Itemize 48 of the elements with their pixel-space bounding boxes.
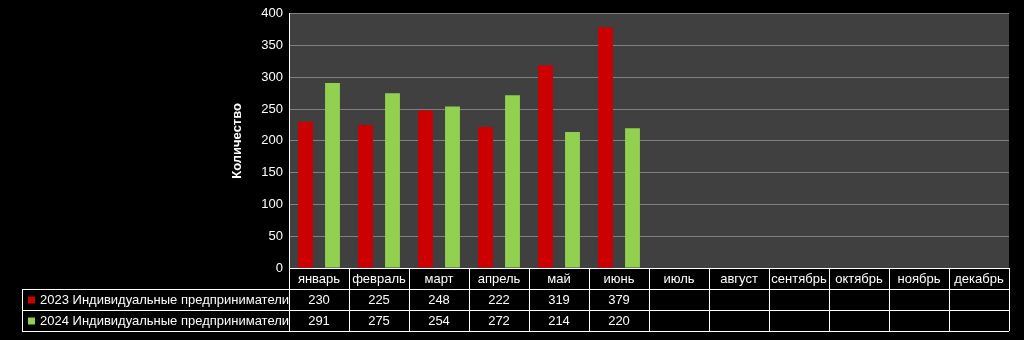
bar bbox=[625, 128, 640, 268]
x-tick-label: октябрь bbox=[835, 271, 883, 287]
data-label: 319 bbox=[548, 292, 570, 308]
bar bbox=[598, 27, 613, 268]
data-label: 225 bbox=[368, 292, 390, 308]
bar bbox=[538, 65, 553, 268]
x-tick-label: январь bbox=[297, 271, 341, 287]
bar bbox=[565, 132, 580, 268]
y-tick-label: 50 bbox=[268, 227, 283, 243]
data-label: 379 bbox=[608, 292, 630, 308]
bar bbox=[325, 83, 340, 268]
data-label: 230 bbox=[308, 292, 330, 308]
data-label: 222 bbox=[488, 292, 510, 308]
legend-label: 2023 Индивидуальные предприниматели bbox=[40, 292, 290, 308]
y-tick-label: 400 bbox=[261, 5, 283, 21]
y-tick-label: 200 bbox=[261, 132, 283, 148]
x-tick-label: июнь bbox=[603, 271, 635, 287]
x-tick-label: сентябрь bbox=[771, 271, 827, 287]
bar bbox=[505, 95, 520, 268]
y-tick-label: 150 bbox=[261, 164, 283, 180]
y-tick-label: 300 bbox=[261, 68, 283, 84]
x-tick-label: декабрь bbox=[954, 271, 1004, 287]
x-tick-label: март bbox=[424, 271, 454, 287]
bar bbox=[385, 93, 400, 268]
bar bbox=[478, 126, 493, 268]
y-tick-label: 350 bbox=[261, 37, 283, 53]
x-tick-label: апрель bbox=[477, 271, 521, 287]
data-label: 275 bbox=[368, 313, 390, 329]
bar bbox=[445, 106, 460, 268]
data-label: 248 bbox=[428, 292, 450, 308]
x-tick-label: февраль bbox=[352, 271, 407, 287]
y-tick-label: 250 bbox=[261, 100, 283, 116]
legend-label: 2024 Индивидуальные предприниматели bbox=[40, 313, 290, 329]
data-label: 291 bbox=[308, 313, 330, 329]
x-tick-label: июль bbox=[663, 271, 695, 287]
data-label: 220 bbox=[608, 313, 630, 329]
data-label: 254 bbox=[428, 313, 450, 329]
y-axis-title: Количество bbox=[228, 102, 244, 179]
data-label: 214 bbox=[548, 313, 570, 329]
x-tick-label: май bbox=[547, 271, 571, 287]
bar bbox=[358, 125, 373, 268]
bar bbox=[298, 121, 313, 268]
y-tick-label: 0 bbox=[275, 259, 283, 275]
x-tick-label: ноябрь bbox=[897, 271, 941, 287]
x-tick-label: август bbox=[720, 271, 758, 287]
data-label: 272 bbox=[488, 313, 510, 329]
y-tick-label: 100 bbox=[261, 196, 283, 212]
bar bbox=[418, 110, 433, 268]
